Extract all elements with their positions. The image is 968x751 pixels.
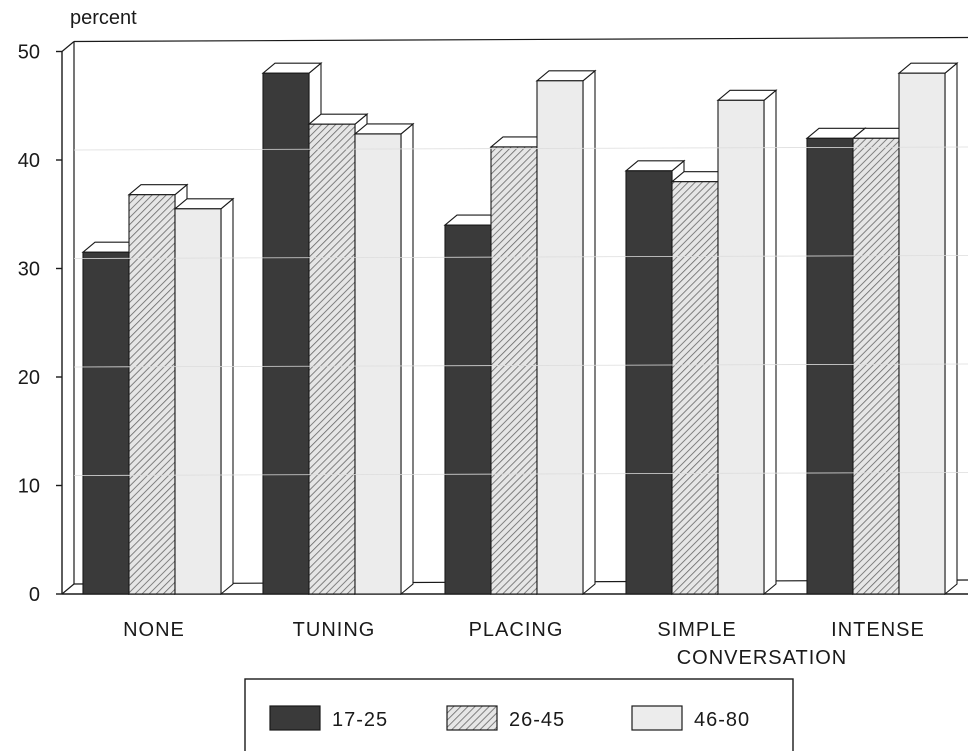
x-tick-labels: NONE TUNING PLACING SIMPLE INTENSE (123, 619, 925, 641)
bar-front-face (354, 133, 402, 595)
bar-front-face (490, 146, 538, 595)
legend-item-17-25: 17-25 (269, 705, 388, 731)
legend-item-46-80: 46-80 (631, 705, 750, 731)
legend-item-26-45: 26-45 (446, 705, 565, 731)
bar-front-face (536, 80, 584, 595)
bar-front-face (625, 170, 673, 595)
legend: 17-25 26-45 46-80 (244, 678, 794, 751)
bar-front-face (174, 208, 222, 595)
bar-side-face (582, 69, 596, 596)
bar-side-face (400, 122, 414, 596)
top-corner-edge (61, 41, 75, 52)
bar-46-80-none (173, 197, 235, 596)
bar-front-face (308, 123, 356, 595)
grid-line (73, 472, 968, 476)
y-tick-label: 30 (18, 259, 40, 281)
bar-front-face (444, 224, 492, 595)
floor-corner-edge (61, 583, 75, 595)
legend-swatch (631, 705, 683, 731)
bar-front-face (671, 181, 719, 595)
legend-label: 26-45 (509, 709, 565, 731)
grid-line (73, 255, 968, 259)
legend-box (244, 678, 794, 751)
legend-swatch (446, 705, 498, 731)
y-axis-label: percent (70, 7, 137, 29)
grid-line (73, 146, 968, 151)
x-tick-label-placing: PLACING (469, 619, 564, 641)
y-tick-label: 10 (18, 476, 40, 498)
x-tick-label-tuning: TUNING (293, 619, 376, 641)
y-tick-label: 50 (18, 42, 40, 64)
back-wall-top (73, 36, 968, 43)
legend-swatch (269, 705, 321, 731)
bar-side-face (763, 89, 777, 596)
category-group-label: CONVERSATION (677, 647, 848, 669)
bars (81, 62, 959, 596)
bar-front-face (806, 137, 854, 595)
y-tick-label: 0 (29, 584, 40, 606)
legend-label: 17-25 (332, 709, 388, 731)
bar-front-face (128, 194, 176, 595)
bar-front-face (717, 99, 765, 595)
bar-front-face (262, 72, 310, 595)
bar-front-face (898, 72, 946, 595)
bar-front-face (82, 251, 130, 595)
y-tick-label: 40 (18, 150, 40, 172)
bar-46-80-simple (716, 89, 778, 596)
bar-46-80-placing (535, 69, 597, 596)
grid-line (73, 363, 968, 368)
x-tick-label-intense: INTENSE (831, 619, 925, 641)
bar-side-face (944, 62, 958, 596)
x-tick-label-simple: SIMPLE (657, 619, 736, 641)
y-tick-label: 20 (18, 367, 40, 389)
y-tick-labels: 0 10 20 30 40 50 (18, 42, 968, 606)
x-tick-label-none: NONE (123, 619, 185, 641)
bar-46-80-tuning (353, 122, 415, 596)
bar-front-face (852, 137, 900, 595)
legend-label: 46-80 (694, 709, 750, 731)
bar-46-80-intense (897, 62, 959, 596)
